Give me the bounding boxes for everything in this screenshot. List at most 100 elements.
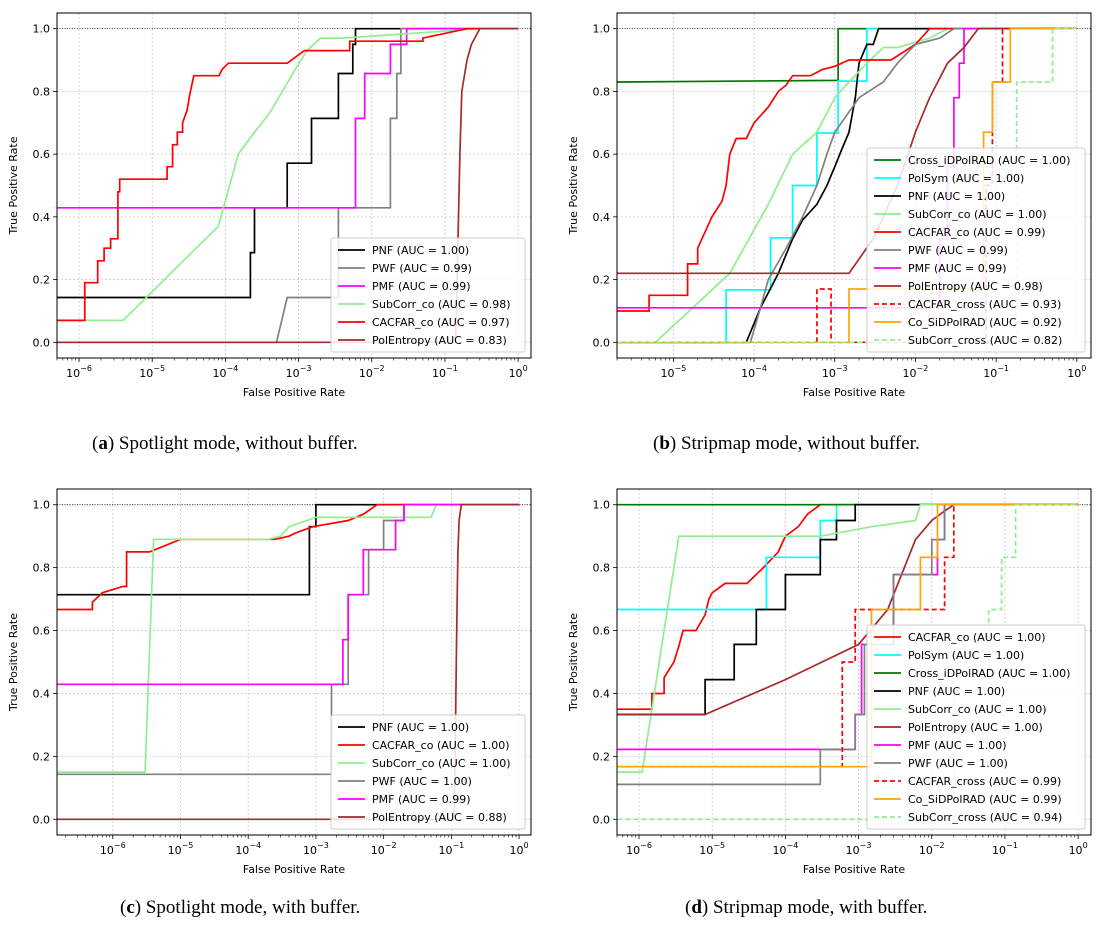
x-tick-label: 10−4: [235, 841, 261, 857]
chart-d: 10−6 10−5 10−4 10−3 10−2 10−1 100 0.0 0.2 0.4 0.6 0…: [567, 488, 1092, 876]
x-tick-label: 10−5: [168, 841, 194, 857]
x-tick-label: 10−4: [741, 364, 767, 380]
legend-label-cacfar-cross: CACFAR_cross (AUC = 0.93): [908, 298, 1061, 311]
legend: PNF (AUC = 1.00) PWF (AUC = 0.99) PMF (AUC…: [330, 237, 526, 353]
chart-a: 10−6 10−5 10−4 10−3 10−2 10−1 100 0.0 0.2 0.4 0.6 0…: [7, 12, 532, 399]
x-axis-label: False Positive Rate: [803, 386, 905, 399]
caption-b-tag: b: [659, 433, 670, 454]
series-line-pnf: [617, 503, 1079, 716]
plot-frame: [56, 488, 532, 836]
y-axis-label: True Positive Rate: [567, 136, 580, 235]
caption-d-tag: d: [691, 897, 702, 918]
series-line-co-sidpolrad: [617, 27, 1077, 344]
x-tick-label: 10−4: [212, 364, 238, 380]
x-axis-label: False Positive Rate: [243, 386, 345, 399]
caption-c-text: ) Spotlight mode, with buffer.: [134, 897, 361, 918]
legend-label-subcorr-co: SubCorr_co (AUC = 1.00): [908, 208, 1047, 221]
y-tick-label: 0.0: [33, 813, 51, 826]
legend-label-cross-idpolrad: Cross_iDPolRAD (AUC = 1.00): [908, 667, 1070, 680]
series-line-subcorr-co: [617, 27, 1077, 344]
legend-box: [866, 147, 1086, 353]
x-tick-label: 10−5: [139, 364, 165, 380]
legend-box: [330, 714, 526, 830]
x-tick-label: 100: [510, 841, 529, 857]
series-line-pwf: [57, 27, 519, 344]
x-tick-label: 10−1: [432, 364, 458, 380]
legend-label-co-sidpolrad: Co_SiDPolRAD (AUC = 0.92): [908, 316, 1062, 329]
legend-label-pwf: PWF (AUC = 1.00): [372, 775, 472, 788]
caption-b-text: ) Stripmap mode, without buffer.: [669, 433, 920, 454]
y-tick-label: 0.8: [593, 562, 611, 575]
x-tick-label: 10−2: [903, 364, 929, 380]
legend-label-pmf: PMF (AUC = 0.99): [372, 793, 471, 806]
series-line-subcorr-cross: [617, 27, 1077, 344]
x-tick-label: 10−3: [822, 364, 848, 380]
legend-label-pnf: PNF (AUC = 1.00): [908, 685, 1005, 698]
legend-label-pwf: PWF (AUC = 0.99): [372, 262, 472, 275]
legend-label-polentropy: PolEntropy (AUC = 0.83): [372, 334, 507, 347]
series-line-cacfar-co: [617, 503, 1079, 711]
y-tick-label: 0.2: [593, 274, 611, 287]
legend-label-pwf: PWF (AUC = 1.00): [908, 757, 1008, 770]
chart-b: 10−5 10−4 10−3 10−2 10−1 100 0.0 0.2 0.4 0.6 0.8 1.…: [567, 12, 1092, 399]
series-line-subcorr-cross: [617, 503, 1079, 821]
caption-a-tag: a: [98, 433, 108, 454]
x-tick-label: 100: [1069, 841, 1088, 857]
series-line-pnf: [57, 27, 519, 299]
legend-label-polentropy: PolEntropy (AUC = 1.00): [908, 721, 1043, 734]
caption-d-text: ) Stripmap mode, with buffer.: [701, 897, 928, 918]
legend-label-co-sidpolrad: Co_SiDPolRAD (AUC = 0.99): [908, 793, 1062, 806]
legend-label-cacfar-co: CACFAR_co (AUC = 0.99): [908, 226, 1046, 239]
plot-frame: [616, 488, 1092, 836]
caption-a: (a) Spotlight mode, without buffer.: [92, 433, 358, 454]
y-tick-label: 0.0: [593, 813, 611, 826]
x-tick-label: 10−3: [303, 841, 329, 857]
series-line-pnf: [617, 27, 1077, 344]
x-tick-label: 10−6: [66, 364, 92, 380]
y-tick-label: 0.6: [593, 148, 611, 161]
x-tick-label: 10−2: [371, 841, 397, 857]
y-tick-label: 0.2: [33, 274, 51, 287]
legend-label-pmf: PMF (AUC = 0.99): [372, 280, 471, 293]
y-tick-label: 0.4: [33, 687, 51, 700]
legend-label-subcorr-cross: SubCorr_cross (AUC = 0.94): [908, 811, 1062, 824]
y-tick-label: 0.6: [33, 625, 51, 638]
x-tick-label: 10−1: [983, 364, 1009, 380]
chart-c: 10−6 10−5 10−4 10−3 10−2 10−1 100 0.0 0.2 0.4 0.6 0…: [7, 488, 532, 876]
legend-label-subcorr-co: SubCorr_co (AUC = 1.00): [372, 757, 511, 770]
series-group: [617, 27, 1077, 344]
y-axis-label: True Positive Rate: [7, 136, 20, 235]
legend-label-pmf: PMF (AUC = 1.00): [908, 739, 1007, 752]
y-tick-label: 0.6: [33, 148, 51, 161]
legend-label-pwf: PWF (AUC = 0.99): [908, 244, 1008, 257]
legend-label-polsym: PolSym (AUC = 1.00): [908, 649, 1024, 662]
series-line-subcorr-co: [617, 503, 1079, 773]
y-tick-label: 0.0: [33, 336, 51, 349]
legend-box: [866, 624, 1086, 830]
legend-label-subcorr-co: SubCorr_co (AUC = 1.00): [908, 703, 1047, 716]
x-tick-label: 10−5: [699, 841, 725, 857]
series-line-pmf: [57, 27, 519, 209]
y-tick-label: 0.4: [33, 211, 51, 224]
legend-label-pnf: PNF (AUC = 1.00): [372, 244, 469, 257]
legend-label-cacfar-cross: CACFAR_cross (AUC = 0.99): [908, 775, 1061, 788]
x-tick-label: 10−2: [919, 841, 945, 857]
series-line-pwf: [617, 27, 1077, 344]
x-tick-label: 10−4: [772, 841, 798, 857]
legend: Cross_iDPolRAD (AUC = 1.00) PolSym (AUC =…: [866, 147, 1086, 353]
series-line-polsym: [617, 27, 1077, 344]
y-tick-label: 0.8: [593, 85, 611, 98]
legend-label-cacfar-co: CACFAR_co (AUC = 1.00): [372, 739, 510, 752]
caption-c: (c) Spotlight mode, with buffer.: [120, 897, 361, 918]
x-tick-label: 10−3: [846, 841, 872, 857]
y-tick-label: 0.8: [33, 562, 51, 575]
x-tick-label: 10−1: [438, 841, 464, 857]
legend-label-cross-idpolrad: Cross_iDPolRAD (AUC = 1.00): [908, 154, 1070, 167]
y-axis-label: True Positive Rate: [567, 613, 580, 712]
x-axis-label: False Positive Rate: [803, 863, 905, 876]
legend: CACFAR_co (AUC = 1.00) PolSym (AUC = 1.00…: [866, 624, 1086, 830]
legend-label-polentropy: PolEntropy (AUC = 0.98): [908, 280, 1043, 293]
series-line-cacfar-co: [57, 27, 519, 322]
y-tick-label: 0.4: [593, 211, 611, 224]
